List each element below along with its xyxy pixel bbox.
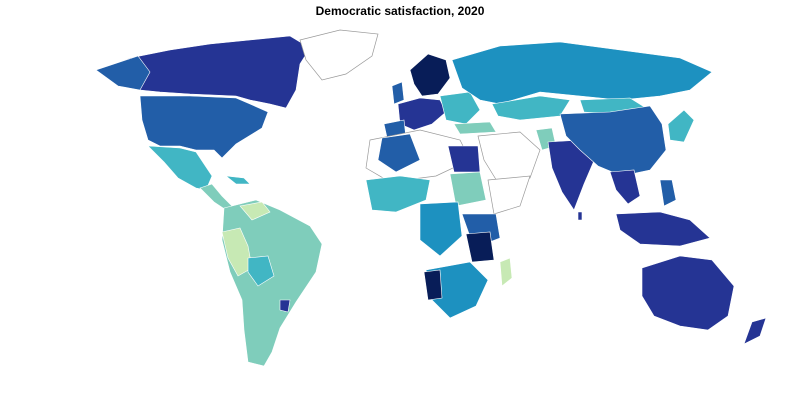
region-china [559,105,667,177]
region-south-america [221,199,323,367]
region-algeria [377,133,421,173]
region-central-africa [419,201,463,257]
region-korea-japan [667,109,695,143]
region-horn-of-africa [487,175,531,215]
region-tanzania [465,231,495,263]
region-united-states [139,95,269,159]
region-venezuela [239,201,271,221]
region-namibia [423,269,443,301]
region-sudan [449,171,487,207]
region-uruguay [279,299,291,313]
region-sri-lanka [577,211,583,221]
region-bolivia [247,255,275,287]
region-greenland [299,29,379,81]
region-australia [641,255,735,331]
region-philippines [659,179,677,207]
region-maritime-se-asia [615,211,711,247]
region-southern-africa [425,261,489,319]
map-title: Democratic satisfaction, 2020 [315,4,485,18]
region-central-america [199,183,233,211]
region-scandinavia [409,53,451,97]
region-sahel [365,175,431,213]
region-central-asia [491,95,571,121]
region-mexico [147,145,213,191]
region-russia [451,41,713,105]
region-caribbean [225,175,251,185]
region-alaska [95,55,151,91]
region-indochina [609,169,641,205]
region-turkey [453,121,497,135]
region-western-europe [397,97,447,131]
region-egypt [447,145,481,173]
region-middle-east [477,131,541,187]
region-madagascar [499,257,513,287]
region-new-zealand [743,317,767,345]
region-uk [391,81,405,105]
region-eastern-europe [439,91,481,125]
